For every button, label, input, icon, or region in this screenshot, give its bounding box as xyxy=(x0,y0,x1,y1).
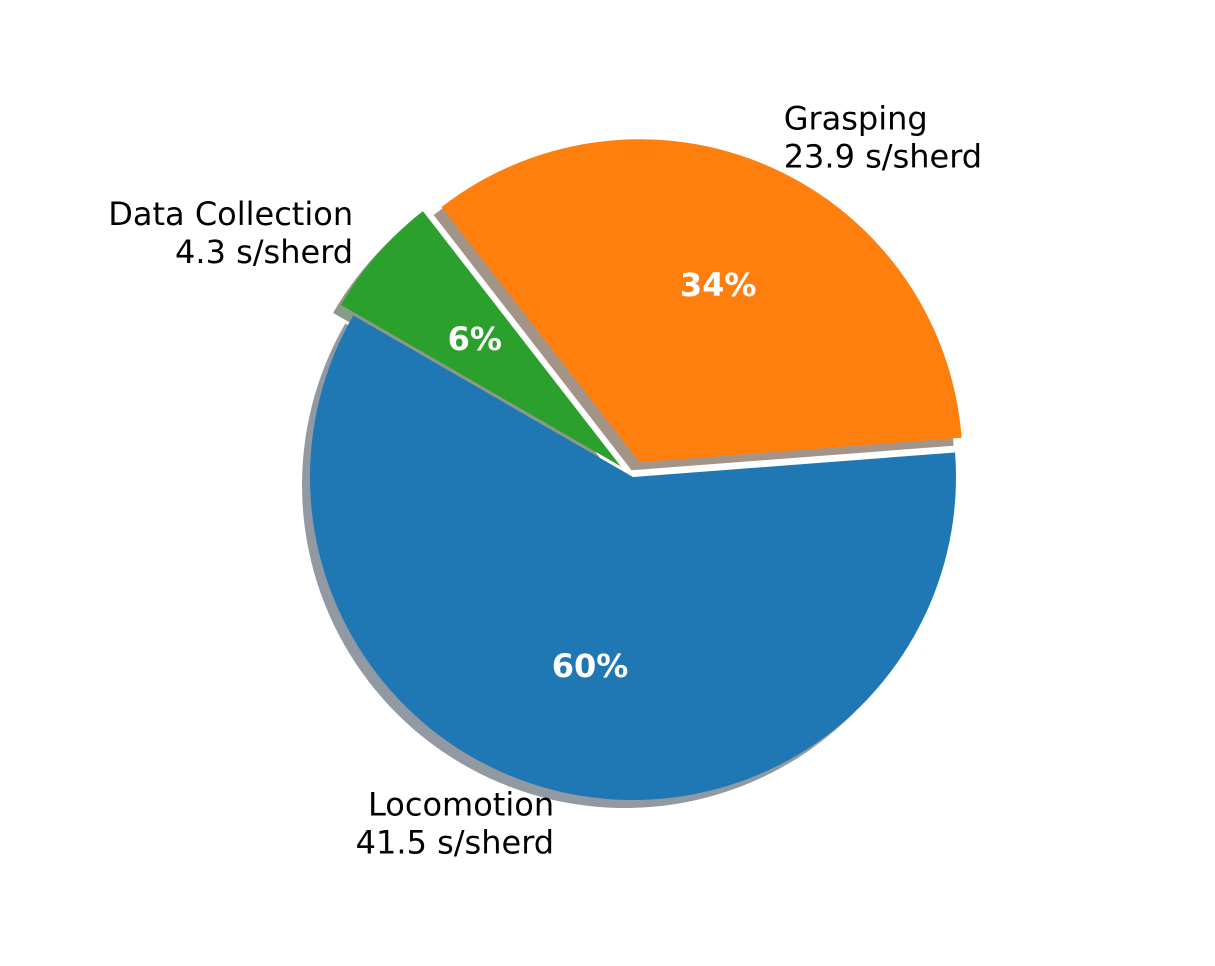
pie-slice-locomotion xyxy=(310,315,956,800)
pie-slice-data-collection xyxy=(341,211,621,467)
slice-value-data-collection: 4.3 s/sherd xyxy=(175,233,353,271)
label-layer: 60% Locomotion 41.5 s/sherd 34% Grasping 23.9… xyxy=(108,100,982,862)
slice-value-locomotion: 41.5 s/sherd xyxy=(356,823,554,861)
percent-label-grasping: 34% xyxy=(680,266,757,304)
slice-label-locomotion: Locomotion 41.5 s/sherd xyxy=(356,785,554,861)
pie-slice-grasping xyxy=(441,139,962,463)
slice-label-data-collection: Data Collection 4.3 s/sherd xyxy=(108,195,353,271)
slice-name-locomotion: Locomotion xyxy=(368,785,554,823)
slice-label-grasping: Grasping 23.9 s/sherd xyxy=(784,100,982,176)
slice-layer xyxy=(310,139,962,800)
slice-value-grasping: 23.9 s/sherd xyxy=(784,138,982,176)
slice-name-grasping: Grasping xyxy=(784,100,928,138)
slice-name-data-collection: Data Collection xyxy=(108,195,353,233)
percent-label-data-collection: 6% xyxy=(448,320,502,358)
percent-label-locomotion: 60% xyxy=(552,647,629,685)
